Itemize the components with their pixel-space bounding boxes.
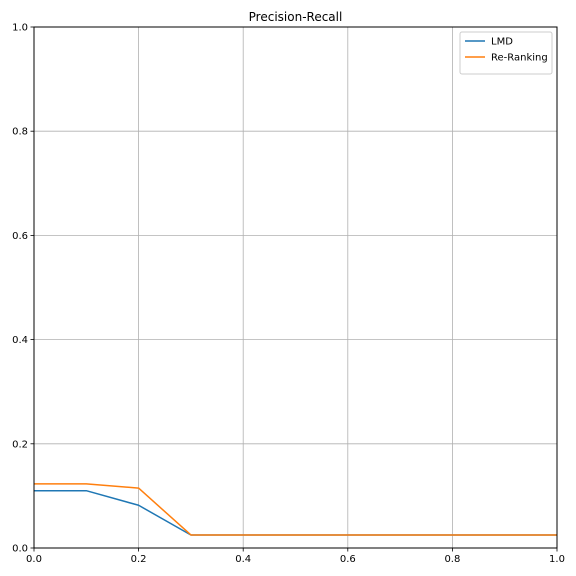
legend-label: Re-Ranking — [491, 53, 548, 64]
series-lines — [33, 483, 558, 536]
x-tick-label: 1.0 — [549, 554, 565, 565]
y-tick-label: 0.4 — [12, 335, 28, 346]
x-tick-label: 0.4 — [235, 554, 251, 565]
legend-label: LMD — [491, 37, 513, 48]
legend-box — [459, 31, 553, 75]
y-tick-label: 0.6 — [12, 231, 28, 242]
x-tick-label: 0.8 — [444, 554, 460, 565]
y-tick-label: 0.2 — [12, 439, 28, 450]
x-tick-label: 0.6 — [340, 554, 356, 565]
chart-title: Precision-Recall — [249, 10, 343, 24]
plot-frame — [33, 26, 558, 549]
y-tick-label: 0.0 — [12, 544, 28, 555]
y-tick-label: 1.0 — [12, 23, 28, 34]
axis-ticks: 0.0 0.2 0.4 0.6 0.8 1.0 0.0 0.2 0.4 0.6 0.8 1.0 — [12, 23, 565, 566]
x-tick-label: 0.0 — [26, 554, 42, 565]
y-tick-label: 0.8 — [12, 127, 28, 138]
legend: LMD Re-Ranking — [459, 31, 553, 75]
x-tick-label: 0.2 — [131, 554, 147, 565]
